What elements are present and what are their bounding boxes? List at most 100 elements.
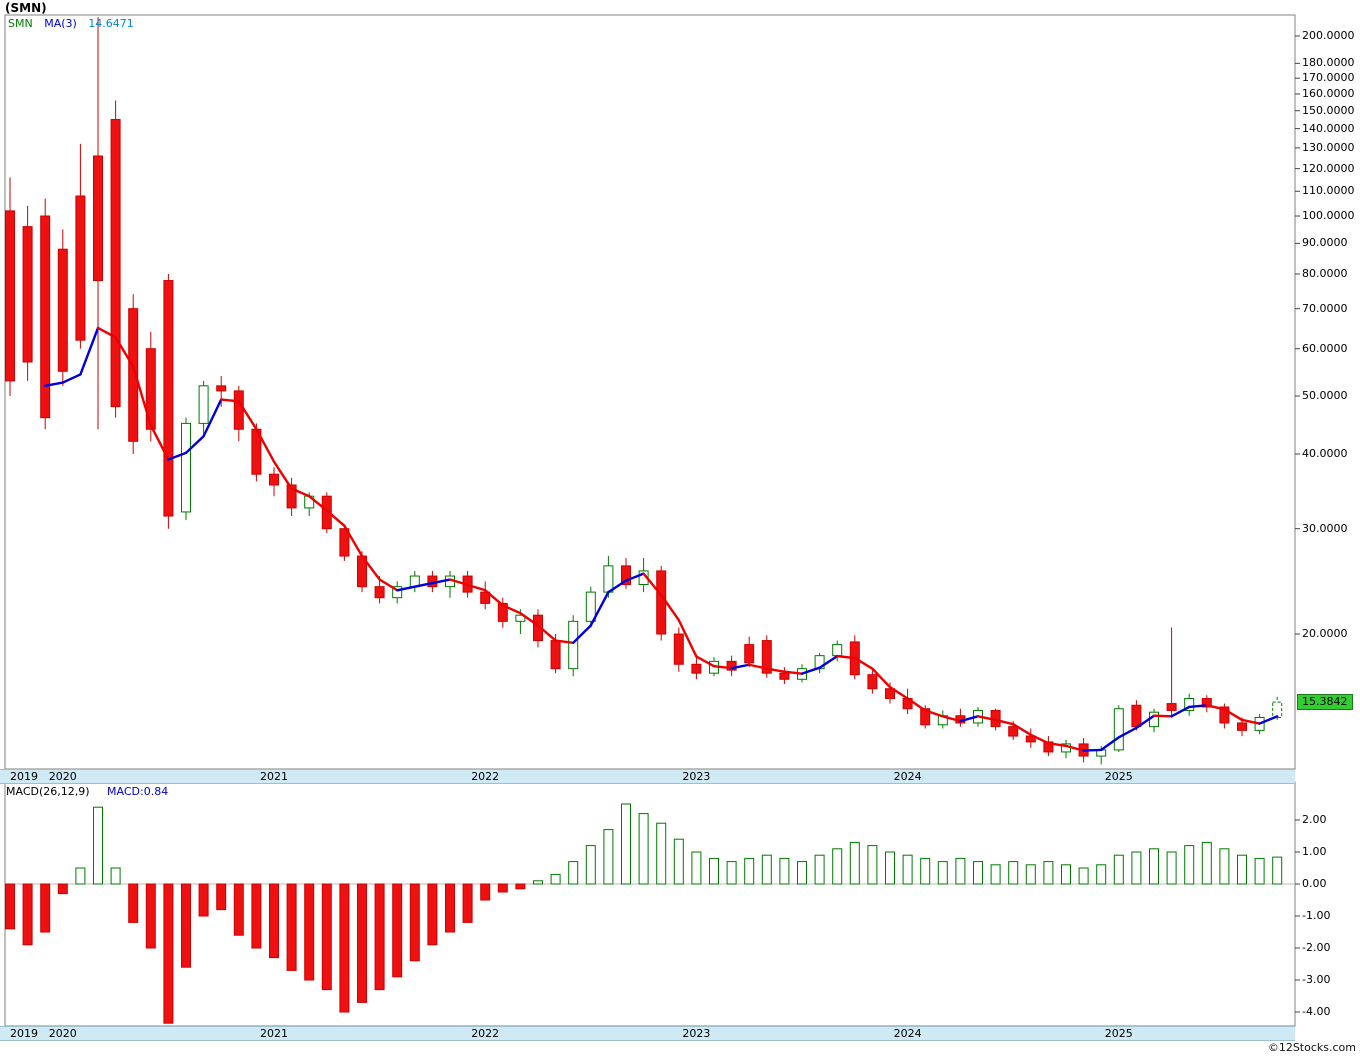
last-price-tag: 15.3842 (1297, 694, 1353, 711)
macd-bar-negative (515, 883, 526, 890)
candle-body (233, 390, 244, 430)
candle-body (673, 633, 684, 665)
date-axis-band-top (0, 769, 1295, 784)
ma-line-segment (589, 590, 610, 627)
candle-body (656, 570, 667, 635)
candle-body (761, 640, 772, 674)
ma-line-segment (149, 424, 170, 461)
macd-bar-positive (1149, 848, 1159, 885)
candle-body (40, 215, 51, 419)
ma-line-segment (888, 685, 909, 700)
macd-bar-positive (1254, 857, 1265, 885)
macd-bar-negative (304, 883, 315, 981)
candle-body (1131, 704, 1142, 728)
ma-line-segment (378, 578, 399, 592)
ma-line-segment (360, 554, 381, 581)
ma-line-segment (202, 398, 223, 438)
price-panel-frame (4, 14, 1296, 770)
macd-bar-positive (832, 848, 843, 885)
ma-line-segment (924, 709, 944, 718)
candle-body (920, 708, 931, 726)
macd-bar-negative (392, 883, 403, 978)
candle-body (269, 473, 279, 486)
candle-body (22, 226, 33, 363)
macd-bar-positive (1096, 864, 1107, 885)
ma-line-segment (448, 578, 469, 587)
macd-bar-negative (374, 883, 385, 991)
ma-line-segment (818, 654, 839, 669)
ma-line-segment (61, 373, 82, 384)
ma-line-segment (554, 639, 575, 645)
candle-body (286, 484, 297, 509)
macd-bar-positive (568, 861, 579, 885)
ma-line-segment (677, 618, 698, 658)
candle-body (145, 348, 156, 430)
candle-body (216, 385, 227, 392)
candle-body (128, 308, 139, 442)
chart-legend: SMN MA(3) 14.6471 (8, 17, 134, 30)
copyright-link[interactable]: ©12Stocks.com (1267, 1041, 1356, 1054)
ma-line-segment (624, 572, 645, 582)
candle-body (93, 155, 103, 282)
ma-line-segment (184, 435, 205, 455)
macd-bar-positive (709, 857, 719, 885)
candle-body (57, 248, 68, 372)
ma-line-segment (255, 428, 276, 463)
ma-line-segment (1117, 726, 1138, 739)
ma-line-segment (1170, 705, 1191, 718)
macd-bar-positive (1008, 861, 1019, 885)
ma-line-segment (642, 572, 663, 597)
ma-line-segment (853, 656, 874, 670)
ma-line-segment (536, 624, 557, 642)
candle-body (110, 119, 121, 408)
ma-line-segment (941, 715, 962, 723)
candle-body (480, 591, 491, 604)
candle-body (1184, 698, 1195, 711)
macd-bar-positive (726, 861, 737, 885)
candle-body (339, 528, 350, 557)
ma-line-segment (730, 663, 751, 670)
legend-symbol: SMN (8, 17, 33, 30)
candle-body (585, 591, 596, 622)
ma-line-segment (343, 524, 364, 558)
macd-bar-positive (955, 857, 966, 885)
macd-bar-positive (937, 861, 948, 885)
ma-line-segment (1240, 718, 1261, 725)
ma-line-segment (1082, 748, 1103, 752)
macd-bar-positive (603, 829, 614, 885)
macd-bar-positive (814, 854, 825, 885)
ma-line-segment (765, 667, 786, 673)
macd-bar-positive (885, 851, 895, 885)
ma-line-segment (1223, 708, 1244, 722)
candle-body (744, 644, 755, 664)
candle-body (832, 644, 843, 657)
candle-body (1166, 703, 1177, 711)
macd-bar-positive (973, 861, 983, 885)
ma-line-segment (1187, 704, 1209, 709)
macd-bar-positive (93, 806, 103, 885)
ma-line-segment (1029, 733, 1050, 745)
macd-bar-negative (5, 883, 15, 930)
macd-bar-negative (198, 883, 209, 917)
candle-body (198, 385, 209, 424)
ma-line-segment (466, 583, 487, 592)
ma-line-segment (1064, 744, 1085, 752)
page-title: (SMN) (5, 1, 47, 15)
ma-line-segment (79, 326, 100, 376)
macd-bar-positive (867, 845, 878, 885)
ma-line-segment (308, 494, 328, 512)
candle-body (568, 620, 579, 670)
candle-body (779, 672, 790, 680)
candle-body (1237, 722, 1247, 731)
ma-line-segment (783, 670, 804, 675)
candle-body (867, 674, 878, 690)
macd-bar-positive (779, 857, 790, 885)
macd-bar-positive (1043, 861, 1054, 885)
macd-bar-negative (269, 883, 279, 959)
macd-bar-positive (1131, 851, 1142, 885)
macd-bar-positive (902, 854, 913, 885)
macd-bar-positive (849, 841, 860, 885)
macd-bar-positive (691, 851, 702, 885)
ma-line-segment (519, 612, 540, 627)
